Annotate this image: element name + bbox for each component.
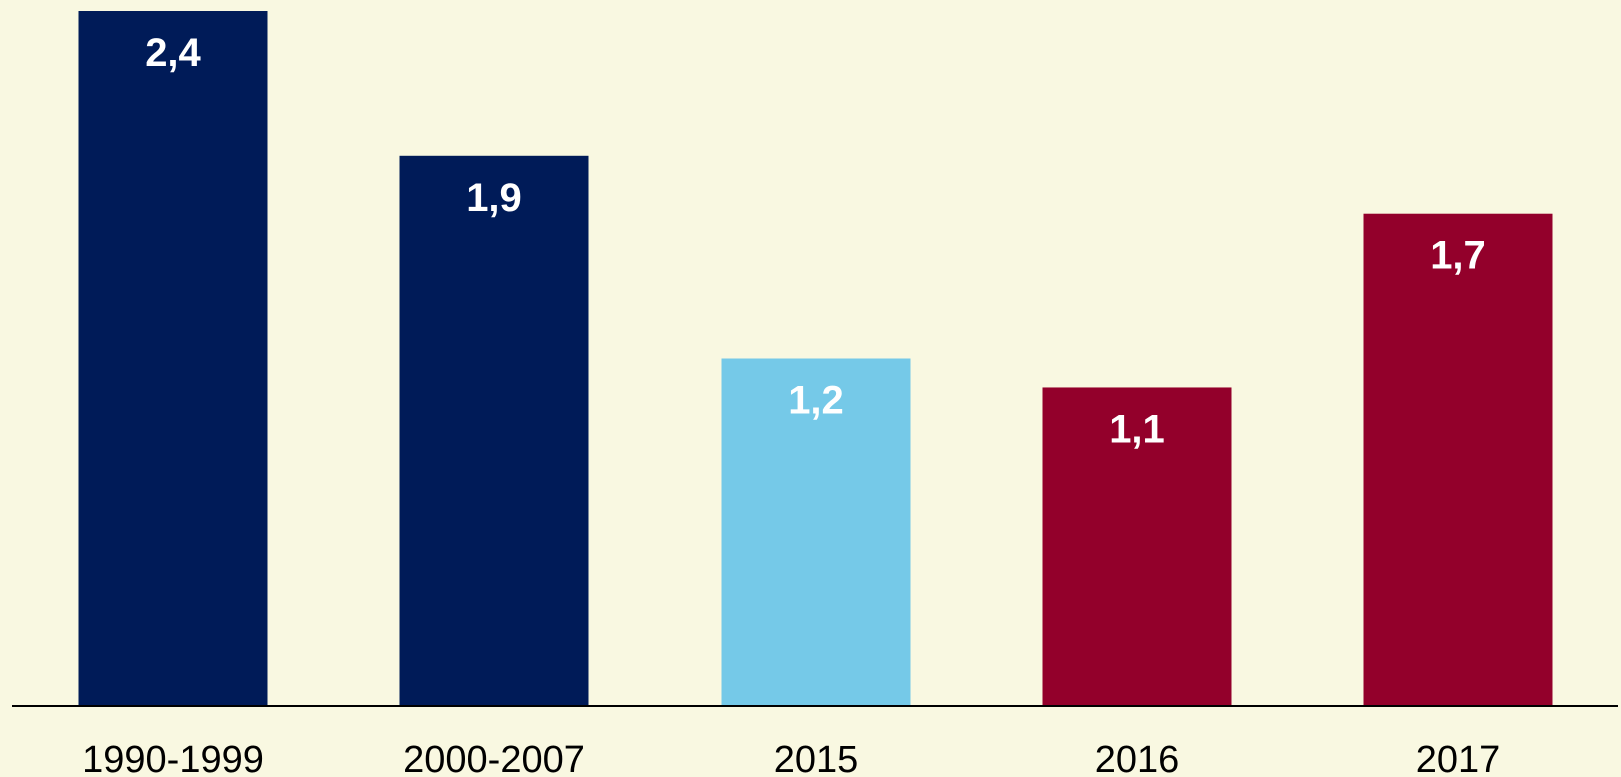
bar: [721, 358, 911, 706]
x-tick-label: 2016: [1095, 739, 1180, 777]
bar: [1363, 213, 1553, 707]
bar: [1042, 387, 1232, 706]
x-tick-label: 2017: [1416, 739, 1501, 777]
bar: [399, 155, 589, 706]
bar: [78, 11, 268, 706]
data-label: 1,1: [1109, 407, 1165, 451]
data-label: 1,9: [466, 176, 522, 220]
data-label: 1,2: [788, 379, 844, 423]
x-tick-label: 1990-1999: [82, 739, 264, 777]
x-tick-label: 2000-2007: [403, 739, 585, 777]
x-tick-label: 2015: [774, 739, 859, 777]
data-label: 2,4: [145, 31, 201, 75]
data-label: 1,7: [1430, 234, 1486, 278]
